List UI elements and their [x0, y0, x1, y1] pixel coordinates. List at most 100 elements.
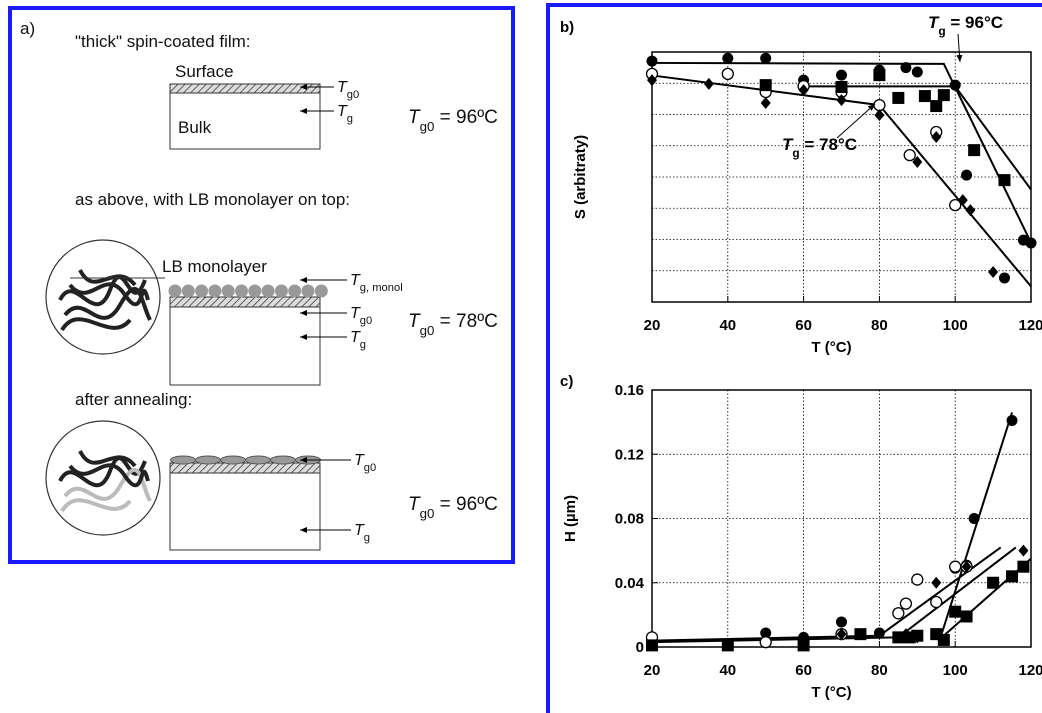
arrow-label: Tg [354, 522, 370, 544]
caption: "thick" spin-coated film: [75, 32, 251, 51]
layer-label: LB monolayer [162, 257, 267, 276]
point [836, 94, 847, 107]
annotation-arrow [956, 33, 963, 63]
panel-a: a) "thick" spin-coated film: Surface Bulk Tg… [20, 19, 498, 551]
point [903, 148, 916, 162]
lb-molecule [248, 284, 262, 298]
x-tick-label: 20 [644, 662, 661, 679]
y-tick-label: 0.16 [615, 382, 644, 399]
point [931, 131, 942, 143]
point [968, 144, 981, 157]
point [759, 79, 772, 92]
layer-label: Bulk [178, 118, 212, 137]
point [965, 204, 976, 217]
point [797, 639, 810, 652]
point [759, 636, 772, 649]
text: = 78ºC [434, 311, 497, 332]
lb-molecule [181, 284, 195, 298]
point [900, 628, 911, 641]
point [949, 198, 962, 212]
result: Tg0 = 96ºC [408, 494, 498, 521]
point [930, 595, 943, 609]
subscript: g [360, 339, 366, 351]
symbol: T [337, 103, 348, 120]
x-axis-title: T (°C) [811, 684, 851, 701]
caption: as above, with LB monolayer on top: [75, 190, 350, 209]
point [900, 62, 912, 74]
subscript: g [347, 113, 353, 125]
point [961, 169, 973, 181]
point [968, 513, 980, 524]
point [836, 628, 847, 641]
subscript: g0 [347, 89, 359, 101]
point [721, 67, 734, 81]
point [892, 91, 905, 104]
subscript: g [792, 146, 799, 160]
polymer-chain [58, 456, 147, 488]
point [835, 81, 848, 93]
symbol: T [337, 79, 348, 96]
polymer-chain [78, 450, 137, 468]
zoom-circle [45, 420, 161, 536]
text: = 96°C [946, 13, 1003, 32]
point [930, 100, 943, 113]
point [911, 573, 924, 586]
polymer-chain [78, 269, 137, 287]
lb-molecule [261, 284, 275, 298]
annotation: Tg = 96°C [928, 13, 1003, 38]
point [1017, 560, 1030, 573]
point [960, 610, 973, 623]
point [1025, 237, 1037, 249]
symbol: T [350, 305, 361, 322]
subscript: g0 [420, 506, 435, 521]
point [798, 84, 809, 97]
point [918, 90, 931, 103]
polymer-chain [60, 317, 132, 332]
subscript: g0 [420, 119, 435, 134]
panel-label: a) [20, 19, 35, 38]
lb-molecule [288, 284, 302, 298]
bulk [169, 83, 321, 150]
subscript: g [364, 532, 370, 544]
annealed-lens [245, 455, 271, 465]
result: Tg0 = 96ºC [408, 107, 498, 134]
point [836, 616, 847, 628]
plot-frame [651, 51, 1032, 303]
point [647, 74, 657, 87]
fit-line [651, 74, 1032, 288]
point [1006, 415, 1018, 427]
x-tick-label: 60 [795, 317, 812, 334]
lb-molecule [168, 284, 182, 298]
point [873, 627, 885, 639]
point [854, 628, 867, 641]
point [1018, 544, 1029, 557]
x-tick-label: 100 [943, 662, 968, 679]
arrow-label: Tg [337, 103, 353, 125]
symbol: T [354, 452, 365, 469]
polymer-chain [68, 463, 150, 488]
point [646, 55, 658, 67]
point [987, 576, 1000, 589]
y-tick-label: 0 [636, 639, 644, 656]
x-axis-title: T (°C) [811, 339, 851, 356]
arrow-label: Tg [350, 329, 366, 351]
point [836, 69, 847, 81]
fit-line [939, 412, 1014, 640]
point [937, 89, 950, 102]
subscript: g0 [364, 462, 376, 474]
symbol: T [408, 494, 421, 515]
arrow-label: Tg0 [337, 79, 359, 101]
subscript: g0 [420, 323, 435, 338]
symbol: T [408, 107, 421, 128]
text: = 78°C [800, 135, 857, 154]
symbol: T [782, 135, 794, 154]
arrow-label: Tg0 [354, 452, 376, 474]
surface-layer [169, 83, 321, 94]
surface-layer [169, 296, 321, 308]
fit-line [651, 546, 1017, 644]
subscript: g [938, 24, 945, 38]
point [703, 77, 714, 90]
point [949, 605, 962, 618]
x-tick-label: 120 [1018, 662, 1042, 679]
point [957, 194, 968, 207]
